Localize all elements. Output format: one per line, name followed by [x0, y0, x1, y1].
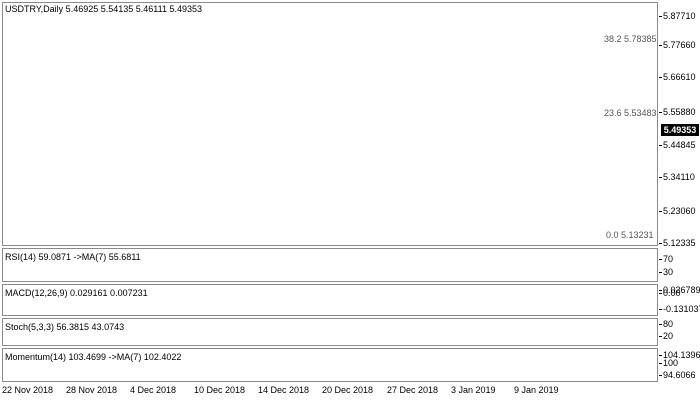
rsi-header: RSI(14) 59.0871 ->MA(7) 55.6811	[5, 252, 141, 262]
price-tick: 5.66610	[659, 72, 696, 82]
date-label: 14 Dec 2018	[258, 385, 310, 395]
main-price-pane	[2, 2, 658, 246]
date-label: 20 Dec 2018	[322, 385, 374, 395]
price-tick: 5.87710	[659, 11, 696, 21]
last-price-tag: 5.49353	[661, 124, 699, 136]
date-label: 28 Nov 2018	[66, 385, 118, 395]
price-tick: 5.55880	[659, 107, 696, 117]
date-label: 4 Dec 2018	[130, 385, 177, 395]
fib-label-0-0: 0.0 5.13231	[606, 230, 654, 240]
stoch-tick: 80	[658, 319, 674, 329]
main-header: USDTRY,Daily 5.46925 5.54135 5.46111 5.4…	[5, 4, 202, 14]
fib-label-23-6: 23.6 5.53483	[604, 108, 657, 118]
momentum-tick: 104.1396	[659, 350, 700, 360]
momentum-axis: 104.1396 100 94.6066	[658, 348, 700, 382]
momentum-pane	[2, 348, 658, 382]
macd-pane	[2, 284, 658, 316]
stoch-header: Stoch(5,3,3) 56.3815 43.0743	[5, 322, 125, 332]
macd-axis: 0.026789 0.00 -0.131037	[659, 284, 700, 316]
rsi-tick: 70	[658, 254, 674, 264]
price-tick: 5.34110	[659, 172, 695, 182]
date-label: 3 Jan 2019	[451, 385, 496, 395]
fib-label-38-2: 38.2 5.78385	[604, 34, 657, 44]
price-tick: 5.44845	[659, 140, 696, 150]
rsi-pane	[2, 248, 658, 282]
macd-header: MACD(12,26,9) 0.029161 0.007231	[5, 288, 148, 298]
price-axis: 5.87710 5.77660 5.66610 5.55880 5.44845 …	[659, 0, 700, 248]
stoch-pane	[2, 318, 658, 346]
date-label: 27 Dec 2018	[387, 385, 439, 395]
date-label: 9 Jan 2019	[514, 385, 559, 395]
momentum-header: Momentum(14) 103.4699 ->MA(7) 102.4022	[5, 352, 182, 362]
date-label: 22 Nov 2018	[2, 385, 54, 395]
price-tick: 5.23060	[659, 206, 696, 216]
price-tick: 5.12335	[659, 238, 696, 248]
stoch-tick: 20	[658, 331, 674, 341]
rsi-tick: 30	[658, 267, 674, 277]
date-label: 10 Dec 2018	[194, 385, 246, 395]
momentum-tick: 100	[658, 358, 679, 368]
macd-tick: 0.00	[659, 288, 681, 298]
stoch-axis: 80 20	[658, 318, 700, 346]
rsi-axis: 70 30	[658, 248, 700, 282]
momentum-tick: 94.6066	[659, 370, 696, 380]
macd-tick: -0.131037	[659, 304, 700, 314]
macd-tick: 0.026789	[659, 285, 700, 295]
price-tick: 5.77660	[659, 40, 696, 50]
